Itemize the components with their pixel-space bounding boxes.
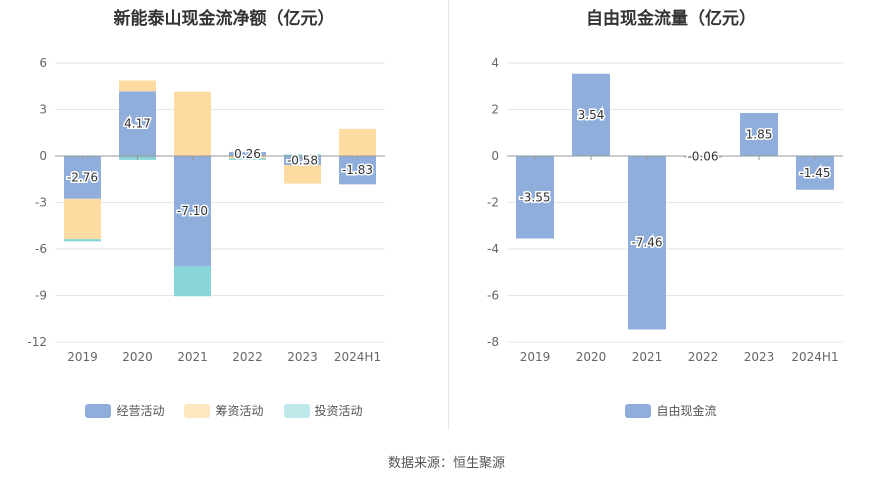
cash-flow-chart: 6 3 0 -3 -6 -9 -12 2019 2020 2021 2022 2023 2024H1 -2… bbox=[27, 56, 385, 364]
y-tick-label: -12 bbox=[27, 335, 47, 349]
x-tick-label: 2020 bbox=[576, 350, 607, 364]
data-label: -1.45 bbox=[799, 166, 830, 180]
y-tick-label: -2 bbox=[487, 196, 499, 210]
legend: 经营活动 筹资活动 投资活动 bbox=[0, 402, 448, 419]
data-source: 数据来源：恒生聚源 bbox=[387, 456, 505, 471]
data-label: -0.06 bbox=[687, 150, 718, 164]
legend-swatch bbox=[184, 403, 211, 418]
chart-title: 新能泰山现金流净额（亿元） bbox=[113, 9, 335, 29]
panel-divider bbox=[448, 0, 449, 430]
legend-label: 经营活动 bbox=[116, 404, 165, 418]
x-tick-label: 2021 bbox=[632, 350, 663, 364]
data-label: 1.85 bbox=[746, 127, 773, 141]
bar-2019 bbox=[64, 198, 101, 240]
legend-item-fcf[interactable]: 自由现金流 bbox=[625, 402, 717, 419]
y-tick-label: -3 bbox=[35, 196, 47, 210]
x-tick-label: 2020 bbox=[122, 350, 153, 364]
chart-title: 自由现金流量（亿元） bbox=[586, 9, 756, 29]
x-tick-label: 2024H1 bbox=[791, 350, 838, 364]
y-tick-label: -8 bbox=[487, 335, 499, 349]
y-tick-label: -6 bbox=[487, 289, 499, 303]
data-label: -3.55 bbox=[519, 190, 550, 204]
bar-2023 bbox=[284, 164, 321, 184]
bar-2024H1 bbox=[796, 156, 834, 190]
bar-2023 bbox=[740, 112, 778, 156]
data-label: -0.58 bbox=[287, 153, 318, 167]
legend-swatch bbox=[625, 403, 652, 418]
free-cash-flow-chart-panel: 自由现金流量（亿元） 4 2 0 -2 -4 -6 -8 2019 2020 2021 2022 20… bbox=[449, 0, 893, 430]
y-tick-label: 2 bbox=[491, 103, 499, 117]
legend-item-financing[interactable]: 筹资活动 bbox=[184, 402, 264, 419]
y-tick-label: -6 bbox=[35, 242, 47, 256]
y-tick-label: 0 bbox=[39, 149, 47, 163]
bar-2023 bbox=[284, 156, 321, 165]
bar-2021 bbox=[174, 266, 211, 297]
data-label: 0.26 bbox=[234, 147, 261, 161]
bar-2019 bbox=[516, 156, 554, 239]
cash-flow-chart-panel: 新能泰山现金流净额（亿元） 6 3 0 -3 -6 -9 -12 2019 2020 2021 20… bbox=[0, 0, 448, 430]
data-label: -7.46 bbox=[631, 236, 662, 250]
data-label: 3.54 bbox=[578, 108, 605, 122]
bar-2021 bbox=[174, 156, 211, 267]
bar-2020 bbox=[119, 80, 156, 92]
legend-label: 筹资活动 bbox=[215, 404, 264, 418]
x-tick-label: 2023 bbox=[744, 350, 775, 364]
data-label: -7.10 bbox=[177, 204, 208, 218]
x-tick-label: 2022 bbox=[232, 350, 263, 364]
y-tick-label: 3 bbox=[39, 103, 47, 117]
free-cash-flow-chart: 4 2 0 -2 -4 -6 -8 2019 2020 2021 2022 2023 2024H1 -3.… bbox=[487, 56, 843, 364]
bar-2022 bbox=[229, 151, 266, 156]
data-label: -1.83 bbox=[342, 163, 373, 177]
bar-2020 bbox=[119, 91, 156, 156]
bar-2020 bbox=[572, 73, 610, 156]
bar-2019 bbox=[64, 239, 101, 242]
x-tick-label: 2019 bbox=[67, 350, 98, 364]
x-tick-label: 2022 bbox=[688, 350, 719, 364]
legend-item-investing[interactable]: 投资活动 bbox=[283, 402, 363, 419]
x-tick-label: 2023 bbox=[287, 350, 318, 364]
bar-2021 bbox=[628, 156, 666, 330]
data-label: -2.76 bbox=[67, 170, 98, 184]
y-tick-label: 0 bbox=[491, 149, 499, 163]
bar-2023 bbox=[284, 154, 321, 156]
x-tick-label: 2019 bbox=[520, 350, 551, 364]
bar-2024H1 bbox=[339, 156, 376, 185]
y-tick-label: 6 bbox=[39, 56, 47, 70]
legend-swatch bbox=[85, 403, 112, 418]
y-tick-label: -9 bbox=[35, 289, 47, 303]
y-tick-label: -4 bbox=[487, 242, 499, 256]
legend-label: 自由现金流 bbox=[656, 404, 717, 418]
y-tick-label: 4 bbox=[491, 56, 499, 70]
legend-label: 投资活动 bbox=[314, 404, 363, 418]
bar-2024H1 bbox=[339, 128, 376, 156]
legend: 自由现金流 bbox=[449, 402, 893, 419]
legend-item-operating[interactable]: 经营活动 bbox=[85, 402, 164, 419]
x-tick-label: 2024H1 bbox=[334, 350, 381, 364]
bar-2019 bbox=[64, 156, 101, 199]
legend-swatch bbox=[283, 403, 310, 418]
bar-2021 bbox=[174, 91, 211, 156]
x-tick-label: 2021 bbox=[177, 350, 208, 364]
data-label: 4.17 bbox=[124, 117, 151, 131]
